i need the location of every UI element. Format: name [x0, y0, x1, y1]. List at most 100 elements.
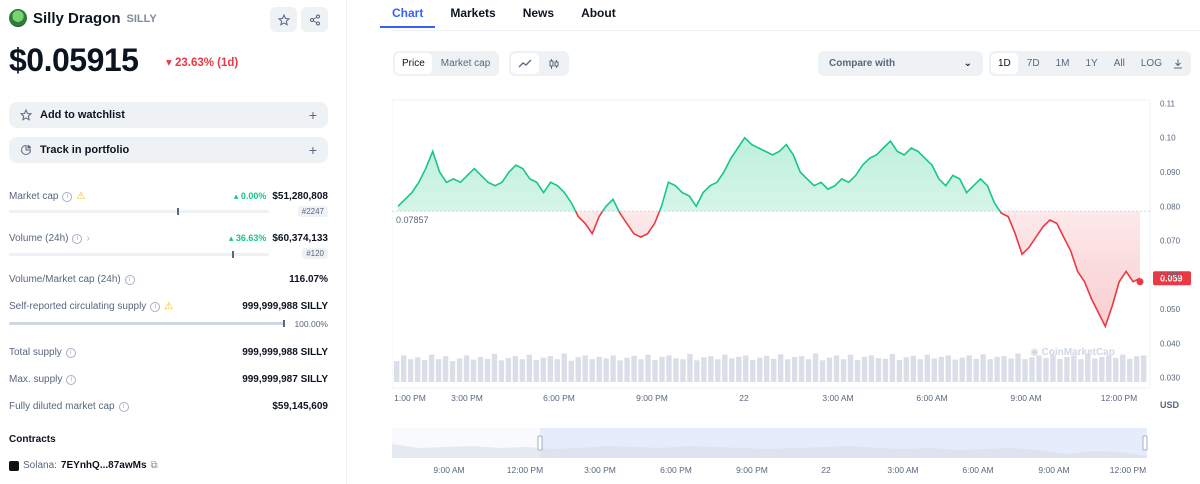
info-icon[interactable]: i: [150, 301, 161, 312]
volume-bar: [624, 357, 630, 382]
navigator-tick-label: 3:00 PM: [584, 465, 616, 475]
max-label: Max. supply: [9, 374, 63, 385]
volume-bar: [889, 353, 896, 382]
volume-bar: [407, 359, 414, 382]
range-all[interactable]: All: [1113, 58, 1125, 69]
volume-bar: [498, 360, 505, 382]
navigator-tick-label: 9:00 PM: [736, 465, 768, 475]
vol-mcap-value: 116.07%: [289, 274, 328, 285]
range-1d[interactable]: 1D: [991, 53, 1018, 74]
volume-bar: [1043, 358, 1049, 382]
volume-label: Volume (24h): [9, 233, 69, 244]
coin-logo: [9, 9, 27, 27]
market-cap-value: $51,280,808: [272, 191, 328, 202]
navigator-series: [392, 444, 1147, 458]
chart-metric-toggle: Price Market cap: [393, 51, 500, 76]
track-portfolio-button[interactable]: Track in portfolio +: [9, 137, 328, 163]
chevron-right-icon[interactable]: ›: [86, 233, 90, 244]
warning-icon[interactable]: ⚠: [164, 301, 174, 312]
y-tick-label: 0.030: [1160, 374, 1181, 383]
navigator-left-handle[interactable]: [537, 435, 543, 451]
range-7d[interactable]: 7D: [1026, 58, 1040, 69]
volume-bar: [980, 354, 986, 382]
share-button[interactable]: [301, 7, 328, 32]
compare-with-select[interactable]: Compare with ⌄: [818, 51, 983, 76]
vol-mcap-label: Volume/Market cap (24h): [9, 274, 121, 285]
volume-bar: [1099, 356, 1105, 382]
y-tick-label: 0.050: [1160, 305, 1181, 314]
price-toggle[interactable]: Price: [395, 53, 432, 74]
volume-bar: [952, 359, 958, 382]
candlestick-icon: [549, 58, 559, 69]
x-tick-label: 3:00 PM: [451, 393, 483, 403]
navigator-tick-label: 6:00 PM: [660, 465, 692, 475]
y-tick-label: 0.080: [1160, 202, 1181, 211]
tab-chart[interactable]: Chart: [380, 0, 436, 28]
volume-bar: [442, 356, 449, 382]
y-tick-label: 0.090: [1160, 168, 1181, 177]
tab-news[interactable]: News: [522, 6, 555, 20]
line-chart-button[interactable]: [511, 53, 539, 74]
portfolio-label: Track in portfolio: [40, 144, 130, 156]
plus-icon: +: [308, 142, 317, 158]
navigator-right-handle[interactable]: [1142, 435, 1148, 451]
navigator-tick-label: 6:00 AM: [962, 465, 993, 475]
contract-address[interactable]: 7EYnhQ...87awMs: [60, 460, 147, 471]
current-price-dot: [1136, 278, 1144, 286]
compare-label: Compare with: [829, 58, 896, 69]
solana-icon: [9, 460, 19, 471]
volume-bar: [1008, 358, 1014, 382]
volume-bar: [1134, 356, 1140, 382]
volume-bar: [868, 355, 875, 382]
volume-bar: [917, 359, 923, 382]
contracts-heading: Contracts: [9, 434, 56, 445]
total-value: 999,999,988 SILLY: [242, 347, 328, 358]
warning-icon[interactable]: ⚠: [76, 191, 86, 202]
price-chart[interactable]: ◉ CoinMarketCap 0.07857 0.059 0.110.100.…: [392, 92, 1200, 484]
contract-row: Solana: 7EYnhQ...87awMs ⧉: [9, 460, 158, 471]
range-1y[interactable]: 1Y: [1085, 58, 1098, 69]
market-cap-toggle[interactable]: Market cap: [440, 58, 491, 69]
volume-bar: [757, 357, 763, 382]
volume-bar: [659, 356, 665, 382]
tab-markets[interactable]: Markets: [450, 6, 496, 20]
volume-bar: [394, 361, 400, 382]
volume-bar: [987, 359, 993, 382]
info-icon[interactable]: i: [72, 233, 83, 244]
chevron-down-icon: ⌄: [963, 58, 972, 69]
volume-bar: [575, 357, 581, 382]
volume-bar: [805, 359, 812, 382]
range-navigator[interactable]: [392, 428, 1148, 458]
download-button[interactable]: [1164, 51, 1191, 76]
volume-bar: [847, 354, 854, 382]
volume-bar: [603, 358, 609, 382]
market-cap-rank: #2247: [297, 206, 328, 217]
volume-bar: [959, 357, 965, 382]
tab-about[interactable]: About: [581, 6, 616, 20]
download-icon: [1173, 59, 1182, 68]
coin-header: Silly Dragon SILLY: [9, 9, 157, 27]
x-tick-label: 22: [739, 393, 749, 403]
volume-bar: [896, 359, 903, 382]
volume-bar: [547, 356, 553, 382]
circ-bar: [9, 320, 285, 327]
x-tick-label: 9:00 AM: [1010, 393, 1041, 403]
info-icon[interactable]: i: [66, 374, 77, 385]
volume-bar: [826, 357, 833, 382]
coin-price: $0.05915: [9, 42, 139, 78]
candlestick-button[interactable]: [541, 53, 567, 74]
range-1m[interactable]: 1M: [1055, 58, 1070, 69]
info-icon[interactable]: i: [124, 274, 135, 285]
page-tabs: Chart Markets News About: [380, 0, 616, 30]
add-to-watchlist-button[interactable]: Add to watchlist +: [9, 102, 328, 128]
volume-bar: [617, 360, 623, 382]
log-toggle[interactable]: LOG: [1140, 58, 1162, 69]
price-change: ▾ 23.63% (1d): [166, 55, 238, 69]
info-icon[interactable]: i: [65, 347, 76, 358]
volume-bar: [945, 355, 951, 382]
y-tick-label: 0.040: [1160, 339, 1181, 348]
star-button[interactable]: [270, 7, 297, 32]
info-icon[interactable]: i: [118, 401, 129, 412]
info-icon[interactable]: i: [62, 191, 73, 202]
copy-icon[interactable]: ⧉: [150, 460, 158, 471]
